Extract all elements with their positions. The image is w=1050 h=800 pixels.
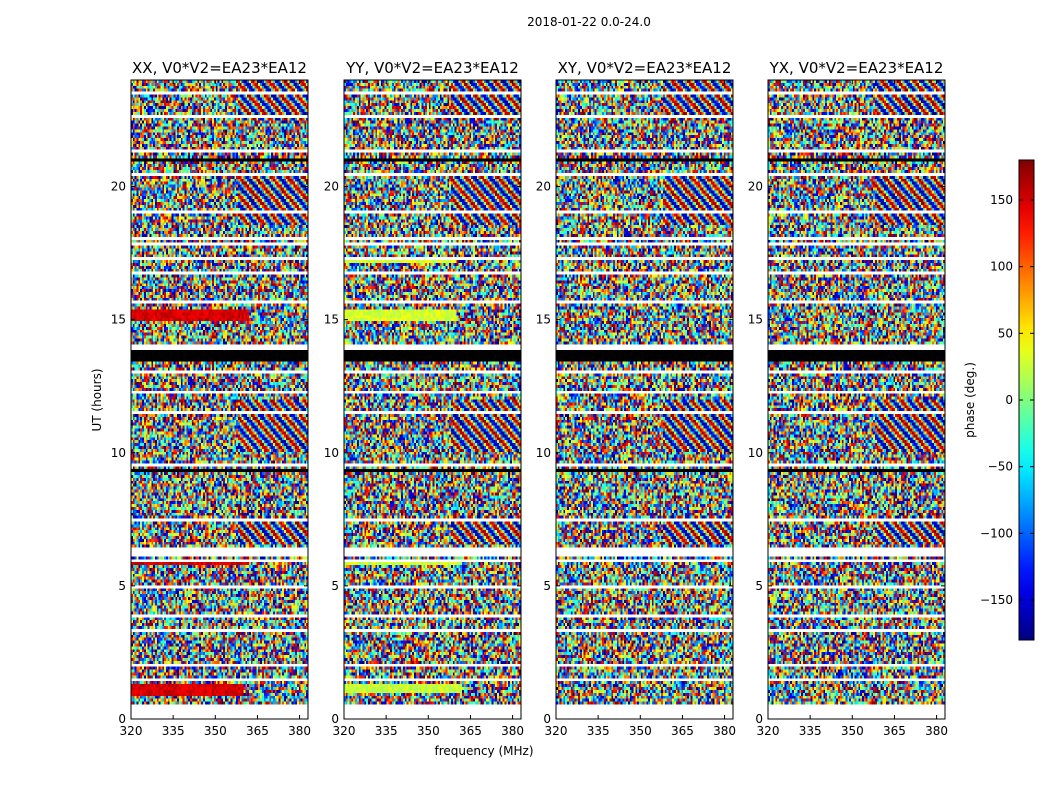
panel-frame	[767, 79, 946, 720]
colorbar: −150 −100 −50 0 50 100 150	[980, 159, 1035, 641]
panel-frame	[555, 79, 734, 720]
colorbar-tick-label: 100	[990, 260, 1013, 274]
x-tick-label: 350	[629, 724, 652, 738]
y-tick-label: 15	[111, 313, 126, 327]
y-tick-label: 5	[755, 579, 763, 593]
figure-suptitle: 2018-01-22 0.0-24.0	[527, 15, 651, 29]
x-tick-label: 365	[246, 724, 269, 738]
panel-yx: YX, V0*V2=EA23*EA12 320 335 350 365 380 0 5 10 15…	[748, 59, 948, 738]
y-tick-label: 0	[118, 712, 126, 726]
x-tick-label: 350	[841, 724, 864, 738]
panel-yy: YY, V0*V2=EA23*EA12 320 335 350 365 380 0 5 10 15…	[324, 59, 524, 738]
x-tick-label: 320	[333, 724, 356, 738]
x-tick-label: 335	[799, 724, 822, 738]
x-tick-label: 320	[757, 724, 780, 738]
x-tick-label: 380	[713, 724, 736, 738]
phase-heatmap	[344, 80, 521, 719]
panel-xy: XY, V0*V2=EA23*EA12 320 335 350 365 380 0 5 10 15…	[536, 59, 736, 738]
x-tick-label: 320	[545, 724, 568, 738]
y-tick-label: 10	[324, 446, 339, 460]
y-tick-label: 0	[543, 712, 551, 726]
colorbar-tick-label: 0	[1005, 393, 1013, 407]
panel-xx: XX, V0*V2=EA23*EA12 320 335 350 365 380 0 5 10 15…	[111, 59, 311, 738]
colorbar-tick-label: 50	[998, 326, 1013, 340]
y-tick-label: 15	[324, 313, 339, 327]
x-tick-label: 335	[375, 724, 398, 738]
y-tick-label: 20	[748, 180, 763, 194]
y-tick-label: 20	[324, 180, 339, 194]
y-tick-label: 5	[543, 579, 551, 593]
y-tick-label: 15	[748, 313, 763, 327]
panel-frame	[130, 79, 309, 720]
panels-group: XX, V0*V2=EA23*EA12 320 335 350 365 380 0 5 10 15…	[111, 59, 948, 738]
x-tick-label: 380	[288, 724, 311, 738]
colorbar-label: phase (deg.)	[963, 362, 977, 438]
x-tick-label: 350	[204, 724, 227, 738]
x-tick-label: 365	[671, 724, 694, 738]
x-tick-label: 335	[162, 724, 185, 738]
phase-heatmap	[131, 80, 308, 719]
panel-title: YY, V0*V2=EA23*EA12	[345, 59, 519, 77]
y-tick-label: 15	[536, 313, 551, 327]
phase-heatmap	[556, 80, 733, 719]
x-tick-label: 365	[459, 724, 482, 738]
x-tick-label: 365	[883, 724, 906, 738]
x-tick-label: 350	[417, 724, 440, 738]
y-tick-label: 0	[331, 712, 339, 726]
x-axis-label: frequency (MHz)	[434, 744, 533, 758]
colorbar-tick-label: −50	[988, 460, 1013, 474]
panel-frame	[343, 79, 522, 720]
colorbar-tick-label: −150	[980, 593, 1013, 607]
y-tick-label: 5	[331, 579, 339, 593]
x-tick-label: 320	[120, 724, 143, 738]
phase-heatmap	[768, 80, 945, 719]
panel-title: XY, V0*V2=EA23*EA12	[558, 59, 732, 77]
panel-title: XX, V0*V2=EA23*EA12	[132, 59, 307, 77]
colorbar-tick-label: 150	[990, 193, 1013, 207]
x-tick-label: 335	[587, 724, 610, 738]
y-tick-label: 20	[111, 180, 126, 194]
y-tick-label: 0	[755, 712, 763, 726]
y-tick-label: 20	[536, 180, 551, 194]
y-tick-label: 10	[748, 446, 763, 460]
y-tick-label: 10	[536, 446, 551, 460]
y-axis-label: UT (hours)	[90, 368, 104, 431]
panel-title: YX, V0*V2=EA23*EA12	[769, 59, 944, 77]
x-tick-label: 380	[925, 724, 948, 738]
y-tick-label: 5	[118, 579, 126, 593]
y-tick-label: 10	[111, 446, 126, 460]
colorbar-tick-label: −100	[980, 526, 1013, 540]
x-tick-label: 380	[501, 724, 524, 738]
